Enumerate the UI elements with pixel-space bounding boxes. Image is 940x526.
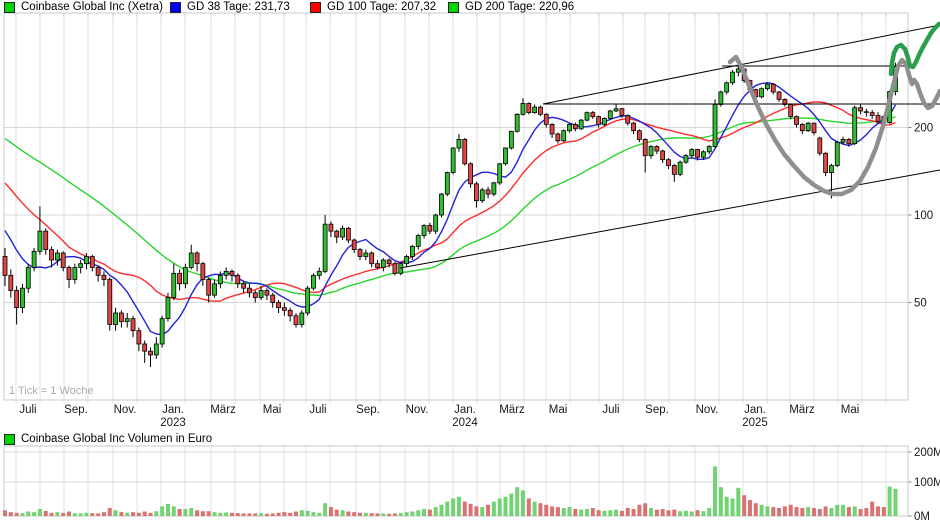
svg-text:Mai: Mai [841,404,860,416]
svg-text:2024: 2024 [452,417,478,429]
svg-text:200: 200 [914,123,933,135]
svg-text:Juli: Juli [602,404,619,416]
svg-text:Jan.: Jan. [454,404,476,416]
legend-item-label: GD 38 Tage: 231,73 [187,1,290,13]
instrument-swatch-icon [4,1,15,13]
gd38-swatch-icon [170,1,181,13]
legend-item-gd100: GD 100 Tage: 207,32 [310,1,436,13]
svg-text:Sep.: Sep. [64,404,88,416]
gd200-swatch-icon [448,1,459,13]
svg-text:März: März [210,404,236,416]
legend-item-gd200: GD 200 Tage: 220,96 [448,1,574,13]
gd100-swatch-icon [310,1,321,13]
svg-text:Nov.: Nov. [696,404,719,416]
svg-text:März: März [789,404,815,416]
legend-item-instrument: Coinbase Global Inc (Xetra) [4,1,163,13]
volume-swatch-icon [4,433,15,445]
svg-text:Jan.: Jan. [744,404,766,416]
svg-text:März: März [499,404,525,416]
svg-text:Juli: Juli [309,404,326,416]
svg-text:Sep.: Sep. [645,404,669,416]
svg-text:Nov.: Nov. [114,404,137,416]
legend-item-gd38: GD 38 Tage: 231,73 [170,1,290,13]
legend-item-label: GD 100 Tage: 207,32 [327,1,437,13]
svg-text:Mai: Mai [263,404,282,416]
svg-text:Jan.: Jan. [162,404,184,416]
svg-text:2025: 2025 [742,417,768,429]
svg-text:Nov.: Nov. [406,404,429,416]
svg-text:0M: 0M [914,511,930,523]
svg-text:100: 100 [914,210,933,222]
svg-text:Sep.: Sep. [356,404,380,416]
svg-text:200M: 200M [914,447,940,459]
tick-interval-note: 1 Tick = 1 Woche [9,385,94,397]
svg-text:Mai: Mai [549,404,568,416]
legend-item-label: Coinbase Global Inc (Xetra) [21,1,163,13]
legend-item-label: GD 200 Tage: 220,96 [465,1,575,13]
svg-text:2023: 2023 [160,417,186,429]
volume-legend: Coinbase Global Inc Volumen in Euro [4,433,212,445]
svg-text:Juli: Juli [19,404,36,416]
chart-legend: Coinbase Global Inc (Xetra) GD 38 Tage: … [0,1,940,15]
volume-legend-label: Coinbase Global Inc Volumen in Euro [21,433,213,445]
svg-text:100M: 100M [914,477,940,489]
svg-text:50: 50 [914,298,927,310]
